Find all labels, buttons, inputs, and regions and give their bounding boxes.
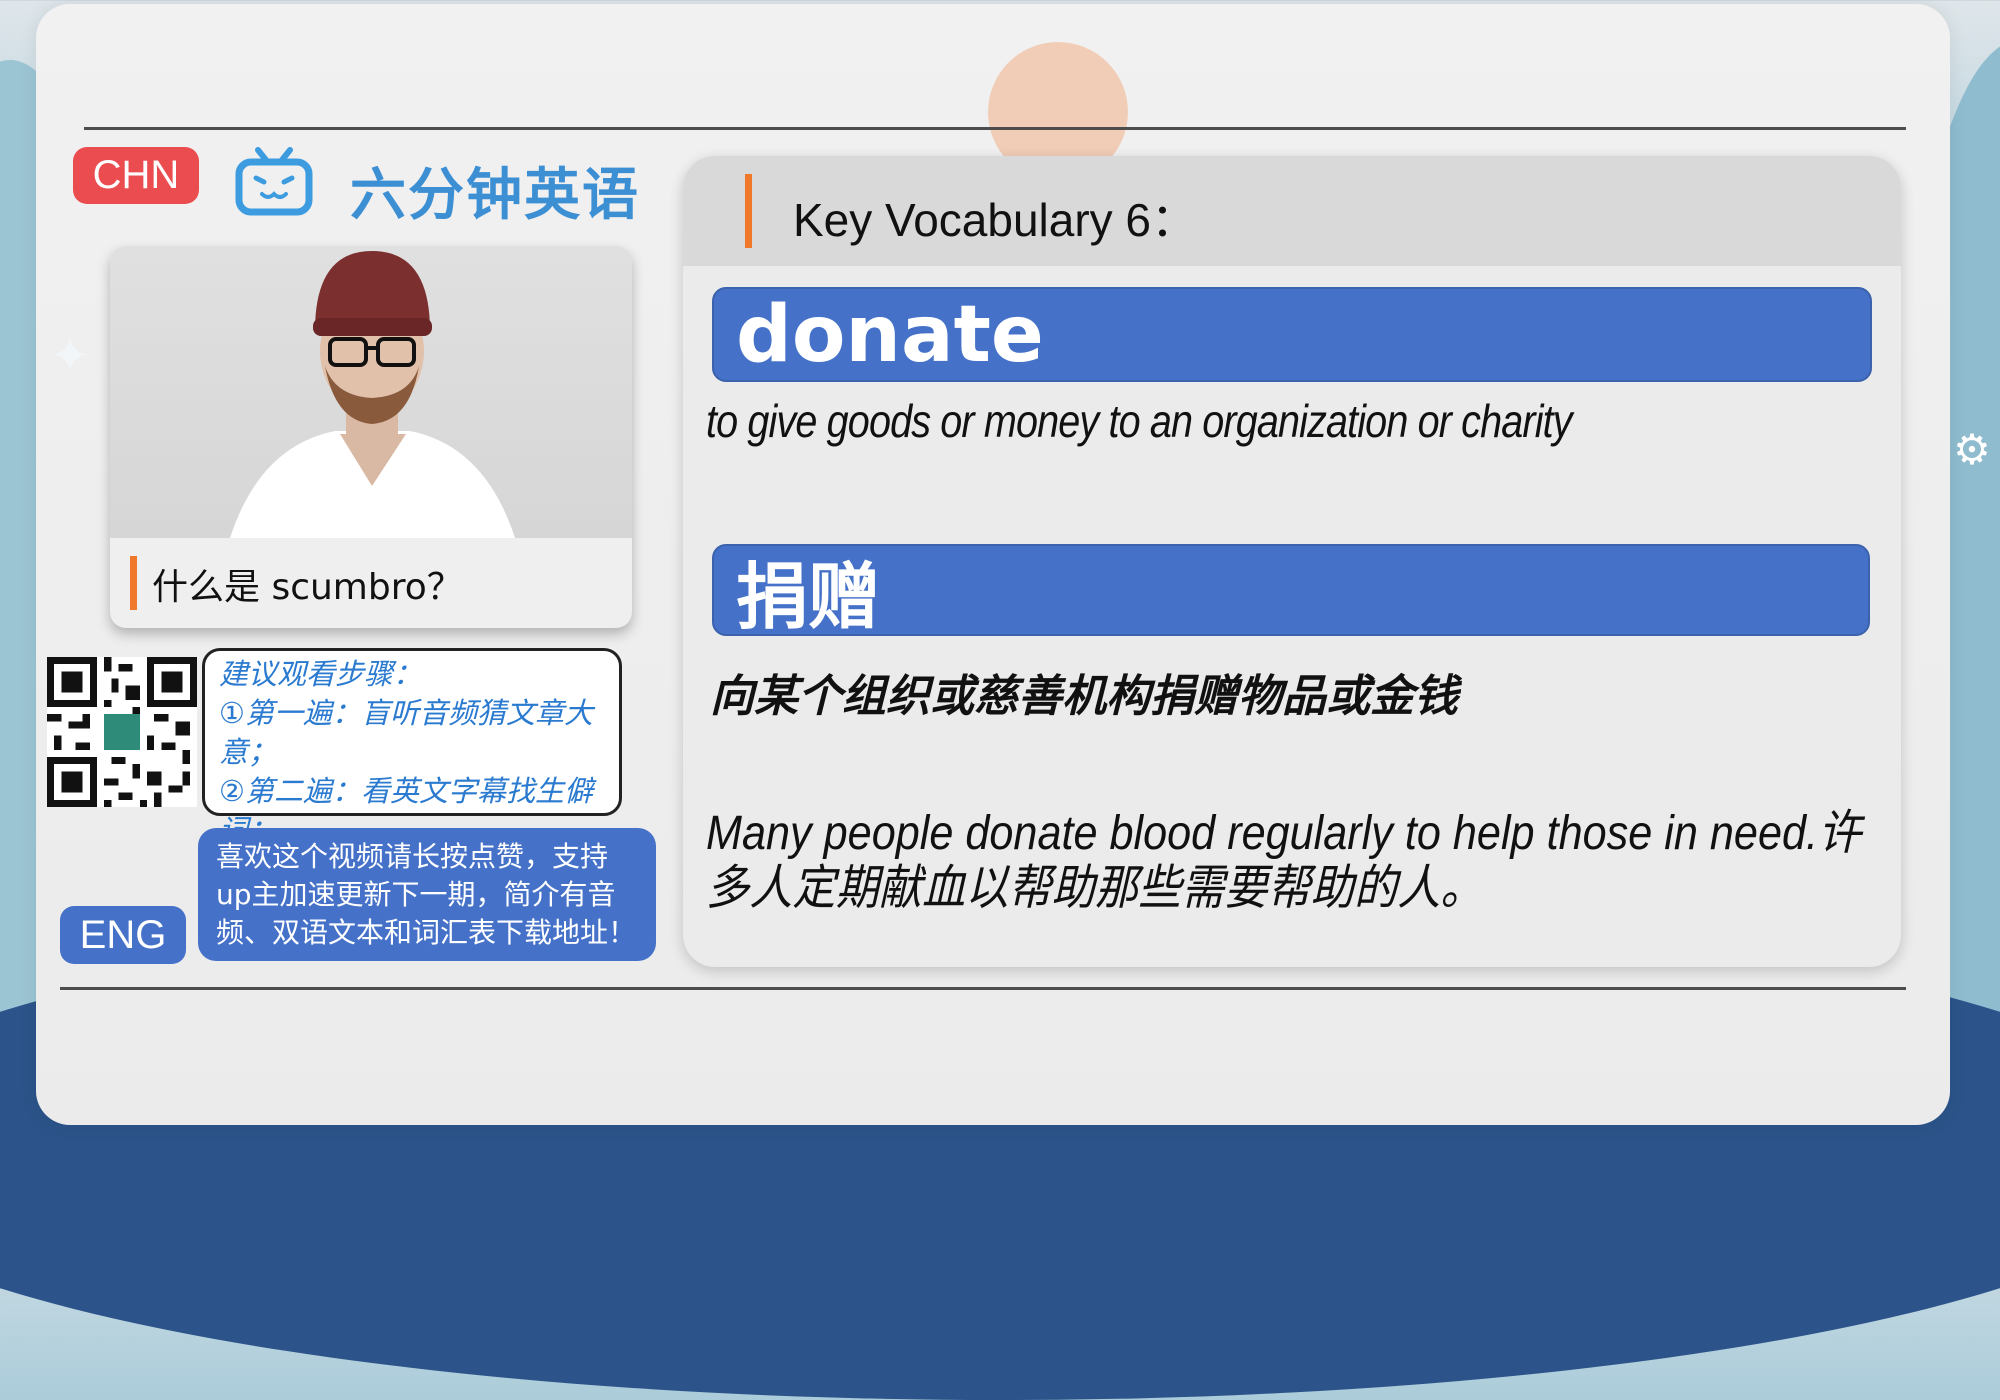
profile-caption: 什么是 scumbro？ (152, 558, 463, 610)
bilibili-tv-icon (234, 146, 314, 220)
caption-accent-bar (130, 556, 137, 610)
brand-title: 六分钟英语 (350, 150, 640, 231)
eng-tag[interactable]: ENG (60, 906, 186, 964)
word-english-box: donate (712, 287, 1872, 382)
vocabulary-heading: Key Vocabulary 6： (793, 184, 1197, 250)
person-illustration (110, 246, 632, 538)
viewing-steps-box: 建议观看步骤： ①第一遍：盲听音频猜文章大意； ②第二遍：看英文字幕找生僻词； … (202, 648, 622, 816)
example-sentence: Many people donate blood regularly to he… (706, 806, 1885, 916)
sparkle-icon: ✦ (50, 328, 90, 384)
word-chinese-box: 捐赠 (712, 544, 1870, 636)
bottom-divider (60, 987, 1906, 990)
word-english: donate (736, 290, 1044, 380)
definition-chinese: 向某个组织或慈善机构捐赠物品或金钱 (710, 660, 1458, 724)
profile-photo (110, 246, 632, 538)
definition-english: to give goods or money to an organizatio… (706, 394, 1572, 448)
vocabulary-panel: Key Vocabulary 6： donate to give goods o… (683, 156, 1901, 967)
step-1: ①第一遍：盲听音频猜文章大意； (219, 694, 605, 772)
header-accent-bar (745, 174, 752, 248)
chn-tag[interactable]: CHN (73, 147, 199, 204)
top-divider (84, 127, 1906, 130)
promo-message: 喜欢这个视频请长按点赞，支持up主加速更新下一期，简介有音频、双语文本和词汇表下… (198, 828, 656, 961)
profile-card: 什么是 scumbro？ (110, 246, 632, 628)
steps-title: 建议观看步骤： (219, 655, 605, 694)
word-chinese: 捐赠 (736, 538, 880, 643)
qr-code[interactable] (47, 657, 197, 807)
gear-icon: ⚙ (1950, 428, 1994, 472)
